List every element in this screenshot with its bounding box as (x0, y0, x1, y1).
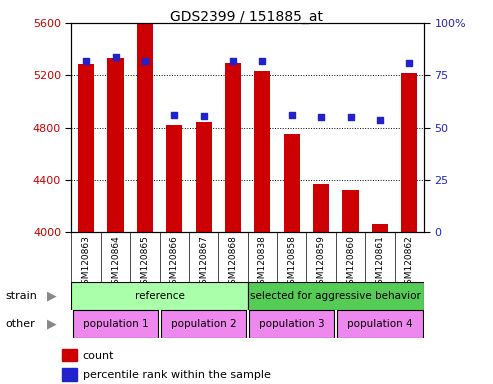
Text: GSM120865: GSM120865 (141, 235, 149, 290)
Point (347, 114, 354, 120)
Bar (313, 184, 329, 232)
Text: percentile rank within the sample: percentile rank within the sample (83, 370, 271, 380)
Bar (71, 282, 248, 310)
Text: GSM120859: GSM120859 (317, 235, 326, 290)
Bar (78, 64, 94, 232)
Bar (283, 134, 300, 232)
Point (141, 58, 149, 64)
Bar (337, 310, 423, 338)
Point (405, 60, 413, 66)
Bar (249, 310, 334, 338)
Text: reference: reference (135, 291, 184, 301)
Bar (62, 349, 76, 361)
Bar (343, 190, 358, 232)
Bar (107, 58, 124, 232)
Text: population 1: population 1 (83, 319, 148, 329)
Bar (73, 310, 158, 338)
Text: GSM120867: GSM120867 (199, 235, 208, 290)
Point (376, 117, 384, 123)
Point (171, 111, 178, 118)
Text: population 2: population 2 (171, 319, 237, 329)
Text: selected for aggressive behavior: selected for aggressive behavior (250, 291, 422, 301)
Bar (137, 23, 153, 232)
Point (288, 111, 296, 118)
Text: GSM120868: GSM120868 (229, 235, 238, 290)
Text: count: count (83, 351, 114, 361)
Text: GSM120860: GSM120860 (346, 235, 355, 290)
Point (229, 58, 237, 64)
Bar (166, 125, 182, 232)
Point (82, 58, 90, 64)
Text: GSM120861: GSM120861 (375, 235, 385, 290)
Bar (372, 225, 388, 232)
Text: population 3: population 3 (259, 319, 324, 329)
Text: GSM120862: GSM120862 (405, 235, 414, 290)
Bar (401, 73, 418, 232)
Text: GSM120858: GSM120858 (287, 235, 296, 290)
Bar (196, 122, 212, 232)
Point (317, 114, 325, 120)
Bar (248, 282, 424, 310)
Text: other: other (5, 319, 35, 329)
Text: ▶: ▶ (47, 290, 57, 303)
Bar (254, 71, 271, 232)
Point (200, 113, 208, 119)
Bar (62, 368, 76, 381)
Point (258, 58, 266, 64)
Text: ▶: ▶ (47, 318, 57, 331)
Text: GSM120863: GSM120863 (82, 235, 91, 290)
Bar (225, 63, 241, 232)
Text: GSM120864: GSM120864 (111, 235, 120, 290)
Text: GSM120838: GSM120838 (258, 235, 267, 290)
Text: GDS2399 / 151885_at: GDS2399 / 151885_at (170, 10, 323, 23)
Point (111, 54, 119, 60)
Bar (161, 310, 246, 338)
Text: strain: strain (5, 291, 37, 301)
Text: population 4: population 4 (347, 319, 413, 329)
Text: GSM120866: GSM120866 (170, 235, 179, 290)
